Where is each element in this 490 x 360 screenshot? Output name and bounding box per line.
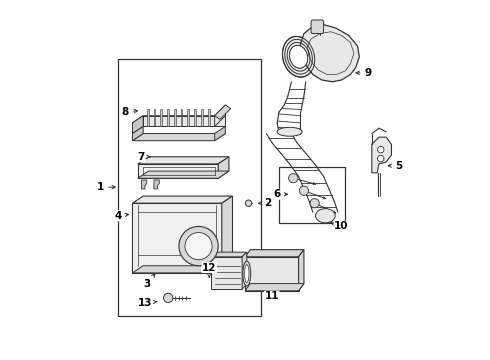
Polygon shape — [245, 257, 298, 291]
Polygon shape — [222, 196, 232, 273]
Polygon shape — [132, 203, 222, 273]
Ellipse shape — [277, 127, 302, 136]
Circle shape — [245, 200, 252, 206]
Polygon shape — [153, 109, 155, 126]
Polygon shape — [174, 109, 176, 126]
Polygon shape — [194, 109, 196, 126]
Polygon shape — [132, 116, 143, 134]
Polygon shape — [138, 157, 229, 164]
Circle shape — [377, 147, 384, 153]
Text: 1: 1 — [97, 182, 115, 192]
Polygon shape — [181, 109, 182, 126]
Text: 10: 10 — [330, 221, 349, 231]
Text: 11: 11 — [264, 291, 279, 301]
Polygon shape — [132, 126, 143, 141]
Polygon shape — [211, 252, 247, 257]
Polygon shape — [132, 134, 225, 141]
Circle shape — [185, 233, 212, 260]
Polygon shape — [300, 24, 359, 82]
Bar — [118, 59, 261, 316]
Text: 7: 7 — [138, 152, 150, 162]
Polygon shape — [143, 116, 225, 126]
Text: 12: 12 — [202, 262, 217, 278]
Circle shape — [299, 186, 309, 195]
FancyBboxPatch shape — [311, 20, 323, 33]
Text: 3: 3 — [143, 274, 155, 289]
Polygon shape — [160, 109, 162, 126]
Text: 13: 13 — [138, 298, 157, 308]
Polygon shape — [215, 126, 225, 141]
Polygon shape — [188, 109, 189, 126]
Polygon shape — [215, 105, 231, 119]
Polygon shape — [298, 249, 304, 291]
Circle shape — [164, 293, 173, 302]
Polygon shape — [167, 109, 169, 126]
Polygon shape — [372, 137, 392, 173]
Text: 8: 8 — [122, 107, 138, 117]
Bar — [279, 167, 345, 223]
Text: 5: 5 — [388, 161, 402, 171]
Polygon shape — [201, 109, 203, 126]
Polygon shape — [242, 252, 247, 289]
Polygon shape — [211, 257, 242, 289]
Polygon shape — [147, 109, 148, 126]
Circle shape — [377, 156, 384, 162]
Polygon shape — [132, 196, 232, 203]
Polygon shape — [208, 109, 210, 126]
Circle shape — [289, 174, 298, 183]
Polygon shape — [215, 105, 225, 126]
Ellipse shape — [243, 261, 251, 286]
Polygon shape — [245, 249, 304, 257]
Text: 2: 2 — [259, 198, 272, 208]
Polygon shape — [245, 284, 304, 291]
Ellipse shape — [290, 45, 308, 68]
Polygon shape — [138, 171, 229, 178]
Ellipse shape — [316, 208, 335, 223]
Polygon shape — [154, 180, 159, 189]
Polygon shape — [138, 164, 218, 178]
Text: 4: 4 — [115, 211, 129, 221]
Ellipse shape — [245, 265, 249, 283]
Polygon shape — [218, 157, 229, 178]
Polygon shape — [132, 266, 232, 273]
Circle shape — [310, 199, 319, 208]
Ellipse shape — [282, 36, 315, 77]
Circle shape — [179, 226, 218, 266]
Polygon shape — [142, 180, 147, 189]
Polygon shape — [132, 116, 225, 123]
Text: 9: 9 — [356, 68, 372, 78]
Text: 6: 6 — [273, 189, 288, 199]
